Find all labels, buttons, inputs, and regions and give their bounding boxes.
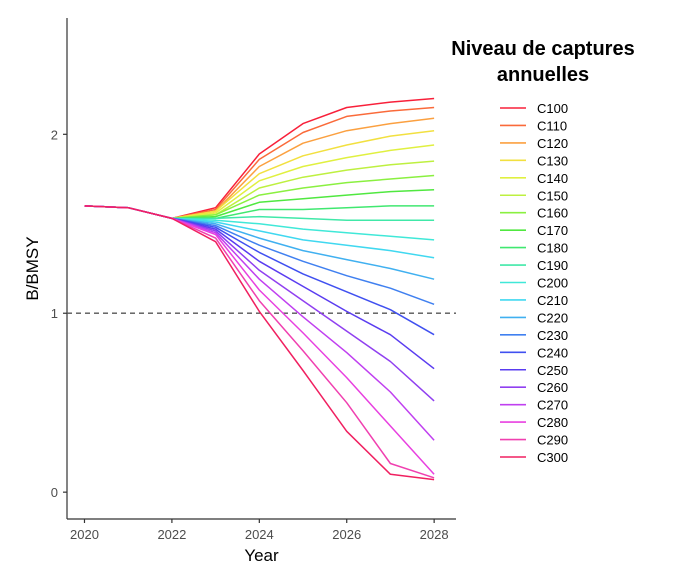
series-line-c200 (84, 205, 435, 241)
series-line-c160 (84, 174, 435, 220)
series-line-c170 (84, 189, 435, 220)
legend-label-c210: C210 (537, 293, 568, 308)
legend-label-c230: C230 (537, 328, 568, 343)
x-tick-label: 2026 (332, 527, 361, 542)
series-line-c300 (84, 205, 435, 481)
legend-label-c240: C240 (537, 345, 568, 360)
legend: Niveau de captures annuelles C100 C110 C12… (451, 38, 634, 465)
series-lines (84, 97, 435, 481)
legend-label-c280: C280 (537, 415, 568, 430)
series-line-c280 (84, 205, 435, 475)
series-line-c190 (84, 205, 435, 221)
legend-label-c270: C270 (537, 398, 568, 413)
series-line-c120 (84, 117, 435, 220)
series-line-c140 (84, 144, 435, 220)
axis-ticks: 2020 2022 2024 2026 2028 0 1 2 (51, 127, 449, 542)
y-tick-label: 1 (51, 306, 58, 321)
legend-label-c250: C250 (537, 363, 568, 378)
series-line-c130 (84, 129, 435, 220)
x-tick-label: 2024 (245, 527, 274, 542)
legend-label-c220: C220 (537, 310, 568, 325)
legend-label-c130: C130 (537, 153, 568, 168)
legend-label-c260: C260 (537, 380, 568, 395)
legend-label-c150: C150 (537, 188, 568, 203)
y-tick-label: 0 (51, 485, 58, 500)
x-tick-label: 2020 (70, 527, 99, 542)
legend-label-c170: C170 (537, 223, 568, 238)
legend-label-c190: C190 (537, 258, 568, 273)
x-tick-label: 2028 (420, 527, 449, 542)
legend-label-c200: C200 (537, 276, 568, 291)
plot-area: 2020 2022 2024 2026 2028 0 1 2 (51, 18, 456, 542)
series-line-c290 (84, 205, 435, 479)
legend-label-c110: C110 (537, 118, 567, 133)
series-line-c270 (84, 205, 435, 441)
y-axis-title: B/BMSY (23, 236, 42, 300)
legend-label-c140: C140 (537, 171, 568, 186)
x-tick-label: 2022 (157, 527, 186, 542)
legend-label-c290: C290 (537, 433, 568, 448)
series-line-c210 (84, 205, 435, 259)
x-axis-title: Year (244, 546, 279, 565)
legend-title-line2: annuelles (497, 64, 589, 86)
legend-items: C100 C110 C120 C130 C140 C150 C160 C170 C180 C190… (500, 101, 568, 465)
legend-label-c180: C180 (537, 241, 568, 256)
series-line-c100 (84, 97, 435, 220)
legend-label-c300: C300 (537, 450, 568, 465)
y-tick-label: 2 (51, 127, 58, 142)
legend-title-line1: Niveau de captures (451, 38, 634, 60)
legend-label-c100: C100 (537, 101, 568, 116)
legend-label-c120: C120 (537, 136, 568, 151)
legend-label-c160: C160 (537, 206, 568, 221)
